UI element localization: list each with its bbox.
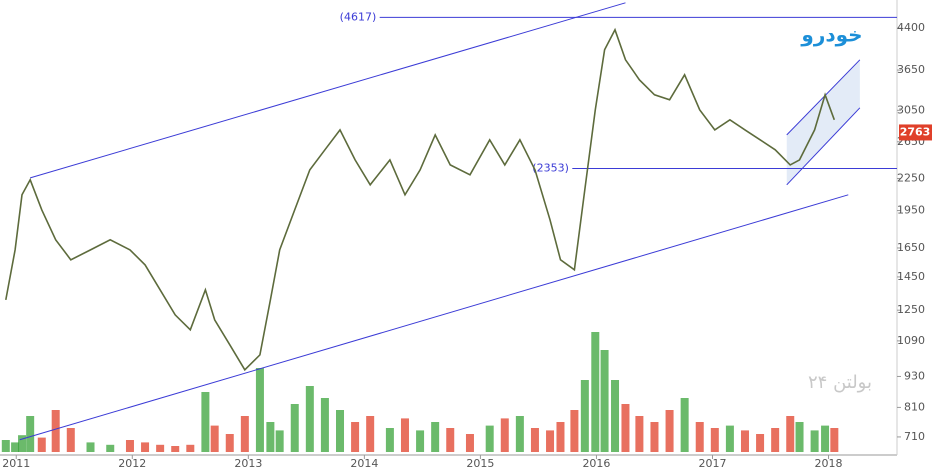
volume-bar — [771, 428, 780, 452]
x-tick-label: 2016 — [582, 457, 610, 470]
channel-fill — [786, 59, 860, 185]
x-tick-label: 2015 — [466, 457, 494, 470]
volume-bar — [635, 416, 644, 452]
volume-bar — [26, 416, 35, 452]
volume-bar — [600, 350, 609, 452]
volume-bar — [366, 416, 375, 452]
y-tick-label: 1650 — [897, 241, 925, 254]
volume-bar — [611, 380, 620, 452]
volume-bar — [680, 398, 689, 452]
volume-bar — [795, 422, 804, 452]
watermark: بولتن ۲۴ — [808, 372, 872, 393]
last-price-label: 2763 — [900, 125, 931, 138]
trendline — [786, 59, 861, 136]
y-tick-label: 1090 — [897, 334, 925, 347]
volume-bar — [66, 428, 75, 452]
x-tick-label: 2017 — [698, 457, 726, 470]
y-tick-label: 810 — [904, 400, 925, 413]
y-tick-label: 1950 — [897, 204, 925, 217]
y-tick-label: 4400 — [897, 21, 925, 34]
volume-bar — [320, 398, 329, 452]
volume-bar — [255, 368, 264, 452]
volume-bar — [810, 430, 819, 452]
volume-bar — [86, 442, 95, 452]
volume-bar — [446, 428, 455, 452]
y-tick-label: 1250 — [897, 303, 925, 316]
volume-bar — [695, 422, 704, 452]
volume-bar — [740, 430, 749, 452]
volume-bar — [710, 428, 719, 452]
y-tick-label: 3650 — [897, 63, 925, 76]
volume-bar — [275, 430, 284, 452]
volume-bar — [305, 386, 314, 452]
volume-bar — [336, 410, 345, 452]
volume-bar — [106, 444, 115, 452]
volume-bar — [821, 425, 830, 452]
level-label: (4617) — [340, 10, 377, 23]
volume-bar — [530, 428, 539, 452]
y-tick-label: 1450 — [897, 270, 925, 283]
volume-bar — [500, 418, 509, 452]
y-tick-label: 710 — [904, 430, 925, 443]
volume-bar — [210, 425, 219, 452]
volume-bar — [141, 442, 150, 452]
volume-bar — [416, 430, 425, 452]
trendline — [30, 2, 626, 179]
volume-bar — [385, 428, 394, 452]
volume-bar — [580, 380, 589, 452]
chart-title: خودرو — [800, 23, 862, 47]
volume-bar — [650, 422, 659, 452]
volume-bar — [556, 422, 565, 452]
volume-bar — [400, 418, 409, 452]
volume-bar — [591, 332, 600, 452]
volume-bar — [125, 440, 134, 452]
x-tick-label: 2014 — [350, 457, 378, 470]
volume-bar — [37, 437, 46, 452]
trendline — [786, 107, 861, 186]
price-line — [5, 27, 836, 372]
y-tick-label: 2250 — [897, 171, 925, 184]
y-tick-label: 930 — [904, 369, 925, 382]
last-price-box — [899, 124, 932, 141]
volume-bar — [570, 410, 579, 452]
x-tick-label: 2011 — [2, 457, 30, 470]
volume-bar — [756, 434, 765, 452]
x-tick-label: 2018 — [815, 457, 843, 470]
level-label: (2353) — [532, 161, 569, 174]
volume-bar — [156, 444, 165, 452]
volume-bar — [665, 410, 674, 452]
volume-bar — [11, 442, 20, 452]
volume-bar — [266, 422, 275, 452]
volume-bar — [485, 425, 494, 452]
volume-bar — [465, 434, 474, 452]
volume-bar — [786, 416, 795, 452]
volume-bar — [1, 440, 10, 452]
volume-bar — [830, 428, 839, 452]
volume-bar — [431, 422, 440, 452]
trendline — [19, 194, 849, 441]
volume-bar — [621, 404, 630, 452]
volume-bar — [290, 404, 299, 452]
volume-bar — [515, 416, 524, 452]
volume-bar — [186, 444, 195, 452]
volume-bar — [171, 446, 180, 452]
x-tick-label: 2012 — [118, 457, 146, 470]
volume-bar — [18, 435, 27, 452]
y-tick-label: 3050 — [897, 103, 925, 116]
volume-bar — [240, 416, 249, 452]
x-tick-label: 2013 — [234, 457, 262, 470]
volume-bar — [225, 434, 234, 452]
volume-bar — [351, 422, 360, 452]
volume-bar — [725, 425, 734, 452]
volume-bar — [51, 410, 60, 452]
volume-bar — [546, 430, 555, 452]
volume-bar — [201, 392, 210, 452]
